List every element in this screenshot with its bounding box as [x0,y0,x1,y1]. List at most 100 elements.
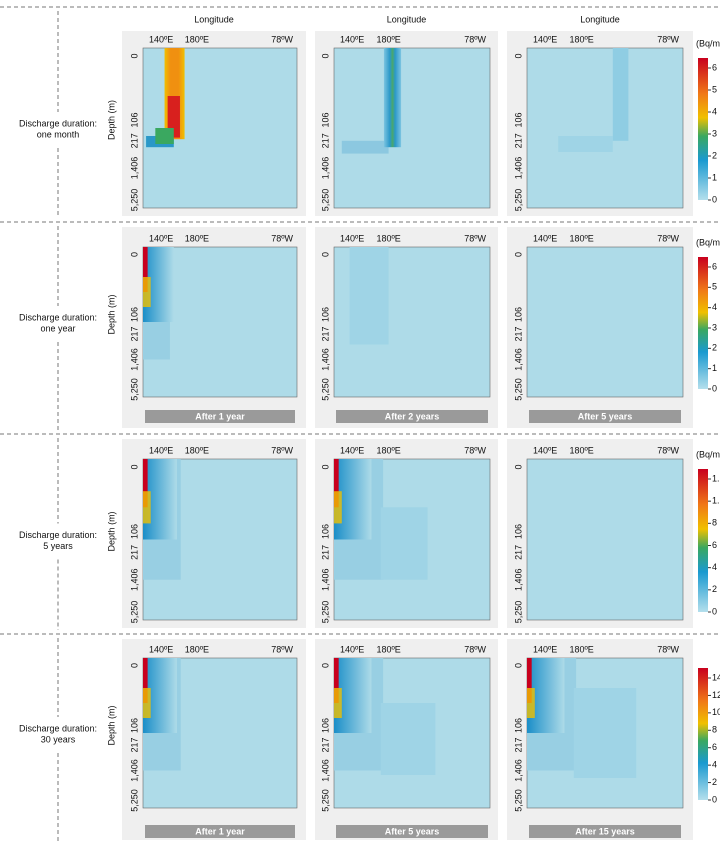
y-tick-label: 217 [513,326,523,341]
x-tick-label: 140ºE [340,445,364,455]
x-tick-label: 140ºE [533,644,557,654]
x-tick-label: 180ºE [185,644,209,654]
plume [527,688,535,718]
x-tick-label: 78ºW [271,34,293,44]
x-tick-label: 180ºE [376,644,400,654]
column-header: Longitude [387,14,427,24]
y-tick-label: 0 [513,465,523,470]
y-tick-label: 1,406 [320,157,330,180]
y-tick-label: 1,406 [129,759,139,782]
y-tick-label: 1,406 [513,157,523,180]
x-tick-label: 180ºE [376,445,400,455]
y-tick-label: 0 [320,252,330,257]
footer-label: After 5 years [578,411,633,421]
y-tick-label: 106 [320,524,330,539]
x-tick-label: 78ºW [464,445,486,455]
x-tick-label: 78ºW [657,644,679,654]
x-tick-label: 140ºE [340,233,364,243]
x-tick-label: 78ºW [464,233,486,243]
y-tick-label: 1,406 [129,157,139,180]
y-tick-label: 5,250 [513,789,523,812]
colorbar-tick-label: 1 [712,363,717,373]
y-tick-label: 106 [513,718,523,733]
x-tick-label: 78ºW [657,445,679,455]
colorbar-tick-label: 2 [712,343,717,353]
y-axis-label: Depth (m) [106,705,116,745]
colorbar-tick-label: 0 [712,606,717,616]
plume [334,658,339,703]
x-tick-label: 78ºW [657,34,679,44]
footer-bar [336,825,488,838]
y-tick-label: 5,250 [129,601,139,624]
colorbar-tick-label: 0 [712,383,717,393]
x-tick-label: 140ºE [533,445,557,455]
colorbar-tick-label: 1. [712,496,720,506]
y-tick-label: 5,250 [129,189,139,212]
plume [380,507,428,580]
x-tick-label: 180ºE [376,34,400,44]
column-header: Longitude [580,14,620,24]
y-tick-label: 0 [129,252,139,257]
plume [334,491,342,524]
colorbar-tick-label: 6 [712,62,717,72]
plot-area [526,246,684,398]
colorbar [698,668,708,800]
plume [383,48,402,148]
x-tick-label: 140ºE [340,34,364,44]
x-tick-label: 180ºE [185,34,209,44]
y-tick-label: 0 [513,663,523,668]
colorbar-tick-label: 3 [712,322,717,332]
footer-label: After 1 year [195,411,245,421]
y-tick-label: 0 [513,53,523,58]
column-header: Longitude [194,14,234,24]
y-tick-label: 217 [129,326,139,341]
y-tick-label: 0 [129,465,139,470]
y-tick-label: 106 [513,307,523,322]
x-tick-label: 180ºE [569,233,593,243]
row-label: 5 years [43,541,73,551]
y-tick-label: 5,250 [129,378,139,401]
x-tick-label: 140ºE [149,233,173,243]
footer-label: After 5 years [385,826,440,836]
plot-area [526,47,684,209]
row-label: Discharge duration: [19,312,97,322]
y-tick-label: 5,250 [129,789,139,812]
y-tick-label: 106 [320,307,330,322]
plume [143,658,148,703]
x-tick-label: 180ºE [185,445,209,455]
colorbar-tick-label: 4 [712,106,717,116]
colorbar-tick-label: 1. [712,473,720,483]
colorbar-tick-label: 3 [712,128,717,138]
plume [167,96,180,138]
y-tick-label: 0 [320,663,330,668]
colorbar-tick-label: 6 [712,540,717,550]
colorbar-tick-label: 10 [712,707,720,717]
colorbar-tick-label: 4 [712,562,717,572]
x-tick-label: 140ºE [149,34,173,44]
x-tick-label: 180ºE [569,644,593,654]
colorbar-tick-label: 0 [712,794,717,804]
y-tick-label: 106 [513,524,523,539]
colorbar-tick-label: 2 [712,584,717,594]
y-tick-label: 106 [129,718,139,733]
y-tick-label: 0 [320,465,330,470]
y-tick-label: 1,406 [320,568,330,591]
colorbar-tick-label: 4 [712,302,717,312]
y-tick-label: 1,406 [513,759,523,782]
y-tick-label: 217 [513,737,523,752]
colorbar-tick-label: 5 [712,84,717,94]
plume [155,128,174,144]
row-label: Discharge duration: [19,530,97,540]
colorbar-tick-label: 2 [712,150,717,160]
x-tick-label: 140ºE [533,233,557,243]
x-tick-label: 140ºE [149,644,173,654]
colorbar-tick-label: 2 [712,777,717,787]
y-tick-label: 5,250 [320,789,330,812]
y-tick-label: 5,250 [513,189,523,212]
row-label: 30 years [41,734,76,744]
y-tick-label: 0 [129,53,139,58]
plume [380,703,436,775]
y-tick-label: 106 [129,112,139,127]
x-tick-label: 180ºE [569,445,593,455]
